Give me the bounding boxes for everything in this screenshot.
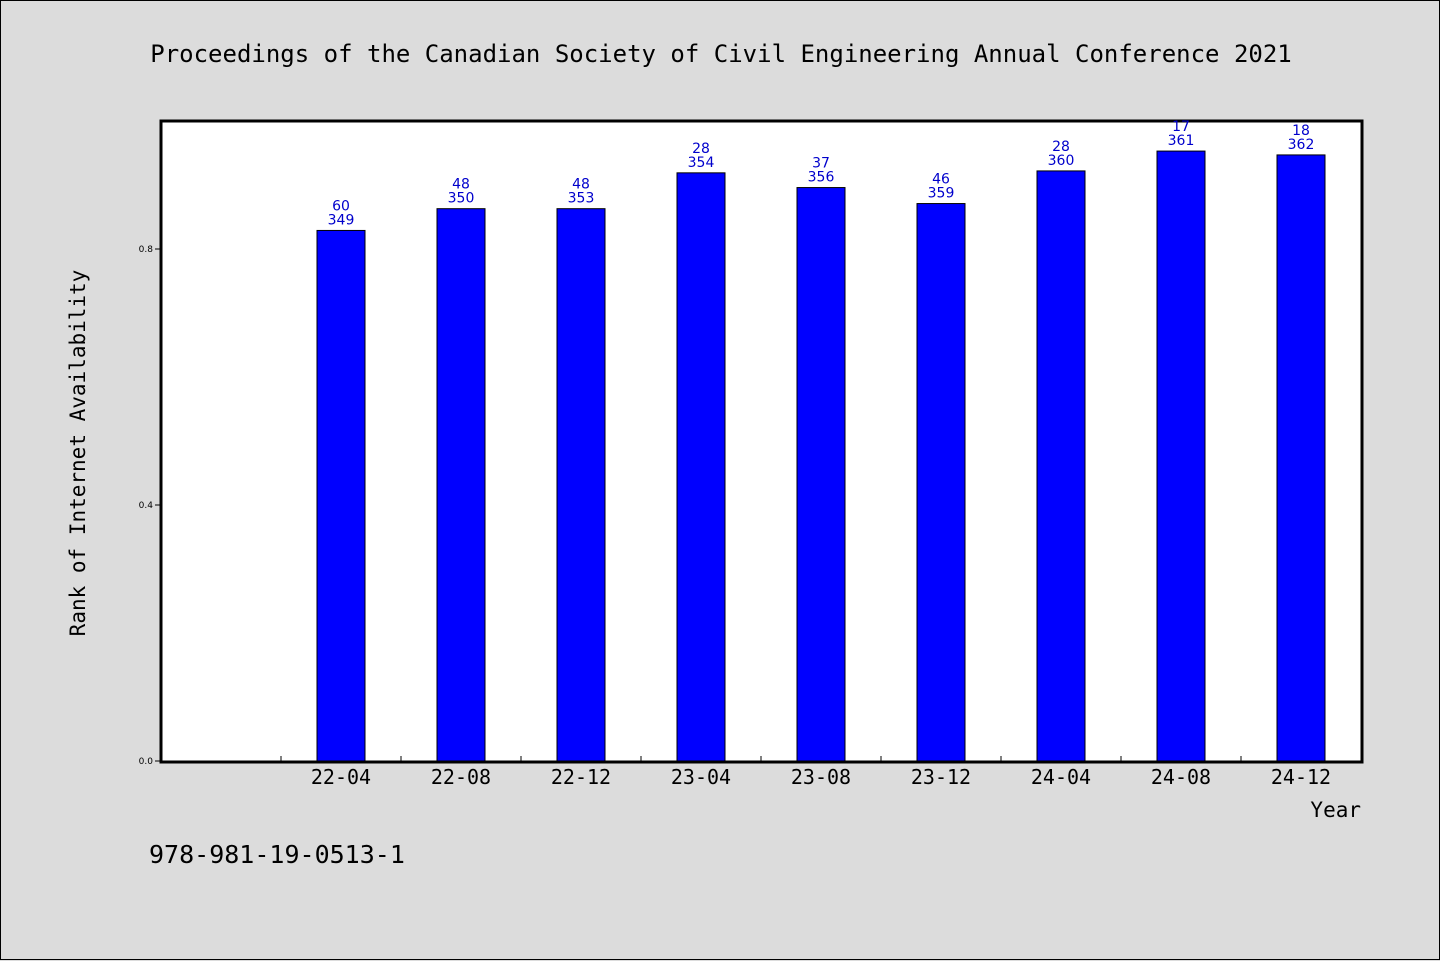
isbn-footer: 978-981-19-0513-1 xyxy=(149,840,405,869)
bar-label-top: 48 xyxy=(572,177,590,193)
bar xyxy=(1156,150,1206,762)
bar-label-top: 46 xyxy=(932,172,950,188)
bar-label-top: 48 xyxy=(452,177,470,193)
x-tick-label: 23-04 xyxy=(671,765,731,789)
y-tick-label: 0.0 xyxy=(139,757,154,767)
bar xyxy=(916,203,966,762)
bar xyxy=(676,172,726,762)
x-tick-label: 24-12 xyxy=(1271,765,1331,789)
bar-label-top: 17 xyxy=(1172,119,1190,135)
x-axis-label: Year xyxy=(1310,798,1361,822)
x-tick-label: 23-12 xyxy=(911,765,971,789)
bar xyxy=(556,208,606,762)
x-tick-label: 22-12 xyxy=(551,765,611,789)
bar-label-top: 18 xyxy=(1292,123,1310,139)
bar-label-bottom: 359 xyxy=(928,186,955,202)
bar-label-bottom: 360 xyxy=(1048,153,1075,169)
x-tick-label: 22-08 xyxy=(431,765,491,789)
chart-title: Proceedings of the Canadian Society of C… xyxy=(150,40,1292,68)
bar-label-bottom: 353 xyxy=(568,191,595,207)
bar-label-bottom: 356 xyxy=(808,170,835,186)
bar-label-bottom: 354 xyxy=(688,155,715,171)
bar-label-top: 28 xyxy=(1052,139,1070,155)
x-tick-label: 22-04 xyxy=(311,765,371,789)
bar xyxy=(796,187,846,762)
bar xyxy=(316,229,366,762)
x-tick-label: 24-08 xyxy=(1151,765,1211,789)
bar-label-bottom: 361 xyxy=(1168,133,1195,149)
y-tick-label: 0.8 xyxy=(139,245,154,255)
y-axis-label: Rank of Internet Availability xyxy=(66,270,90,637)
bar-label-top: 37 xyxy=(812,156,830,172)
bar-label-bottom: 349 xyxy=(328,212,355,228)
bar-label-bottom: 362 xyxy=(1288,137,1315,153)
bar xyxy=(1276,154,1326,762)
y-axis: 0.0 0.4 0.8 xyxy=(139,245,161,767)
x-axis: 22-04 22-08 22-12 23-04 23-08 23-12 24-04 24-08… xyxy=(280,756,1362,789)
x-tick-label: 23-08 xyxy=(791,765,851,789)
x-tick-label: 24-04 xyxy=(1031,765,1091,789)
bar-label-top: 60 xyxy=(332,198,350,214)
y-tick-label: 0.4 xyxy=(139,501,154,511)
bar-label-bottom: 350 xyxy=(448,191,475,207)
bar xyxy=(436,208,486,762)
bar-series xyxy=(316,150,1326,762)
bar xyxy=(1036,170,1086,762)
bar-label-top: 28 xyxy=(692,141,710,157)
